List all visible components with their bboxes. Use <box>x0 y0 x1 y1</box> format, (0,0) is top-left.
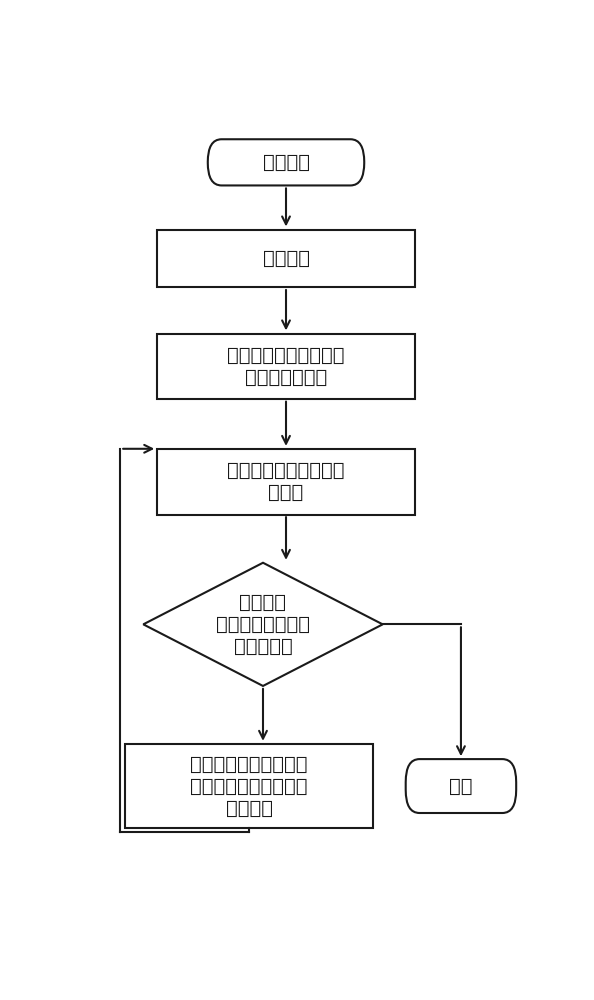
Polygon shape <box>143 563 383 686</box>
Bar <box>157 230 415 287</box>
Text: 检测转子输出转矩模拟
量信号: 检测转子输出转矩模拟 量信号 <box>228 461 345 502</box>
Text: 电流矢量
和转矩信号过零点
是否一致？: 电流矢量 和转矩信号过零点 是否一致？ <box>216 593 310 656</box>
Text: 系统上电: 系统上电 <box>263 153 309 172</box>
Bar <box>157 449 415 515</box>
Text: 根据过零点差值调节坐
标原点，将电流矢量于
电机定子: 根据过零点差值调节坐 标原点，将电流矢量于 电机定子 <box>191 755 308 818</box>
Text: 完成: 完成 <box>449 777 473 796</box>
Bar <box>125 744 374 828</box>
Bar <box>157 334 415 399</box>
Text: 转子励磁: 转子励磁 <box>263 249 309 268</box>
FancyBboxPatch shape <box>208 139 364 185</box>
FancyBboxPatch shape <box>406 759 516 813</box>
Text: 施加任意坐标原点电流
矢量于电机定子: 施加任意坐标原点电流 矢量于电机定子 <box>228 346 345 387</box>
